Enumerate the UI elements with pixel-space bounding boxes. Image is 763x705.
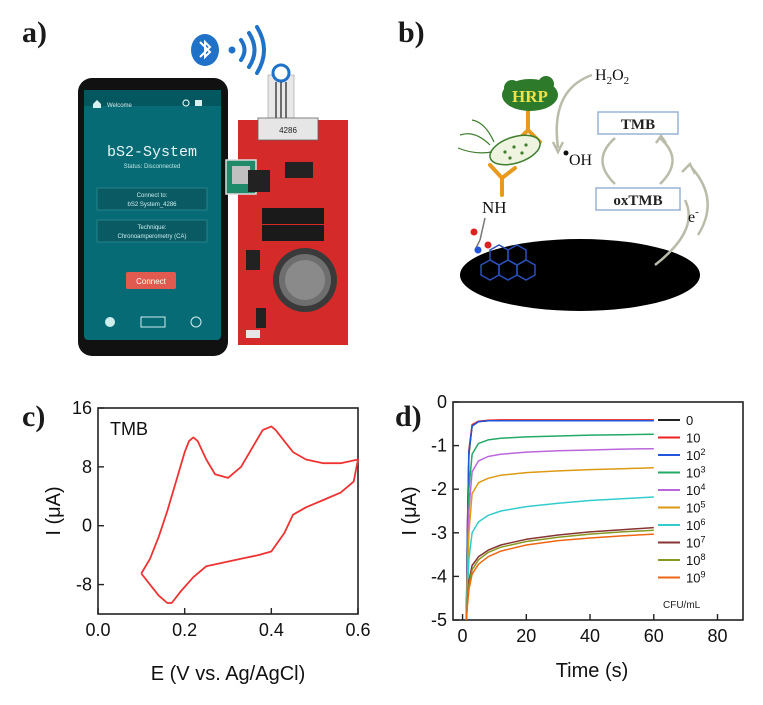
ca-y-tick-label: 0 xyxy=(437,392,447,412)
ca-y-tick-label: -5 xyxy=(431,610,447,630)
ca-y-axis-label: I (μA) xyxy=(399,486,421,535)
smartphone xyxy=(78,78,228,356)
ca-legend-label: 109 xyxy=(686,570,705,586)
ca-legend-label: 106 xyxy=(686,517,705,533)
ca-legend-label: 103 xyxy=(686,465,705,481)
amperometry-chart: I (μA) Time (s) 0 20 40 60 80 0 -1 -2 -3 -4 -5 0 10… xyxy=(399,392,744,682)
ca-x-axis-label: Time (s) xyxy=(556,660,629,682)
electron-arrow xyxy=(654,199,690,266)
oh-label: OH xyxy=(569,152,593,169)
connect-to-value: bS2 System_4286 xyxy=(127,202,177,208)
ca-legend-label: 102 xyxy=(686,447,705,463)
cv-y-tick-label: 0 xyxy=(82,516,92,536)
ca-series-line xyxy=(465,447,654,621)
hrp-enzyme-icon xyxy=(502,76,558,111)
connect-button xyxy=(126,272,176,289)
technique-value: Chronoamperometry (CA) xyxy=(117,234,186,240)
potentiostat-board: 4286 xyxy=(225,63,348,345)
cv-y-tick-label: -8 xyxy=(76,575,92,595)
ca-y-tick-label: -4 xyxy=(431,566,447,586)
ca-legend-label: 108 xyxy=(686,552,705,568)
ca-x-tick-label: 40 xyxy=(580,626,600,646)
electron-label: e- xyxy=(688,206,699,226)
ca-y-tick-label: -2 xyxy=(431,479,447,499)
ca-x-tick-label: 0 xyxy=(458,626,468,646)
cv-x-tick-label: 0.6 xyxy=(345,620,370,640)
menu-icon xyxy=(195,100,202,106)
linker-molecule xyxy=(470,217,492,254)
ca-series-line xyxy=(465,433,654,621)
cv-y-axis-label: I (μA) xyxy=(43,486,65,535)
electrode-surface xyxy=(460,239,700,311)
ca-legend-unit: CFU/mL xyxy=(663,600,701,611)
connect-to-label: Connect to: xyxy=(137,193,168,199)
cv-annotation: TMB xyxy=(110,419,148,439)
cv-x-tick-label: 0.4 xyxy=(259,620,284,640)
search-icon xyxy=(182,99,190,107)
cv-curve xyxy=(140,425,359,604)
panel-a-label: a) xyxy=(22,16,47,49)
ca-legend-label: 104 xyxy=(686,482,705,498)
ca-series-line xyxy=(465,496,654,621)
ca-x-tick-label: 80 xyxy=(707,626,727,646)
partner-logos xyxy=(105,316,202,328)
ca-legend-label: 105 xyxy=(686,500,705,516)
board-chip-label: 4286 xyxy=(279,126,297,135)
ca-series-line xyxy=(465,419,654,621)
tmb-box xyxy=(597,111,679,135)
technique-label: Technique: xyxy=(137,225,166,231)
ca-y-tick-label: -3 xyxy=(431,523,447,543)
cv-x-axis-label: E (V vs. Ag/AgCl) xyxy=(151,663,306,685)
oxtmb-box xyxy=(595,187,681,211)
hrp-label: HRP xyxy=(512,87,548,106)
ca-y-tick-label: -1 xyxy=(431,436,447,456)
phone-top-bar: Welcome xyxy=(107,103,133,109)
ca-series-line xyxy=(465,533,654,621)
cv-x-tick-label: 0.0 xyxy=(85,620,110,640)
cv-x-tick-label: 0.2 xyxy=(172,620,197,640)
ca-x-tick-label: 60 xyxy=(644,626,664,646)
ca-legend-label: 0 xyxy=(686,413,693,428)
panel-d-label: d) xyxy=(395,400,422,433)
app-status: Status: Disconnected xyxy=(124,164,181,170)
bacterium-icon xyxy=(457,119,541,166)
cv-chart: TMB I (μA) E (V vs. Ag/AgCl) 0.0 0.2 0.4 0.… xyxy=(43,398,371,685)
panel-b-label: b) xyxy=(398,16,425,49)
connect-button-label: Connect xyxy=(136,277,167,286)
ca-legend-label: 10 xyxy=(686,431,700,446)
bluetooth-icon xyxy=(191,34,219,66)
cv-y-tick-label: 16 xyxy=(72,398,92,418)
ca-plot-frame xyxy=(452,401,744,621)
cv-y-tick-label: 8 xyxy=(82,457,92,477)
ca-legend-label: 107 xyxy=(686,535,705,551)
h2o2-arrow xyxy=(555,73,593,149)
oxtmb-label: oxTMB xyxy=(613,193,662,209)
app-title: bS2-System xyxy=(107,144,197,161)
panel-b-schematic: NH HRP H2O2 OH TMB oxTMB e- xyxy=(457,67,709,311)
tmb-label: TMB xyxy=(621,117,655,133)
ca-series-line xyxy=(465,419,654,621)
ca-series-line xyxy=(465,529,654,621)
home-icon xyxy=(93,100,101,108)
ca-series-line xyxy=(465,526,654,621)
cv-plot-frame xyxy=(97,407,359,615)
nh-label: NH xyxy=(482,198,507,217)
wireless-signal-icon xyxy=(228,25,266,75)
panel-c-label: c) xyxy=(22,400,46,433)
h2o2-label: H2O2 xyxy=(595,67,629,87)
ca-x-tick-label: 20 xyxy=(516,626,536,646)
panel-a-photo: Welcome bS2-System Status: Disconnected … xyxy=(78,25,348,356)
graphene-icon xyxy=(480,244,536,281)
tmb-cycle-arrow xyxy=(601,137,616,185)
ca-series-line xyxy=(465,467,654,621)
